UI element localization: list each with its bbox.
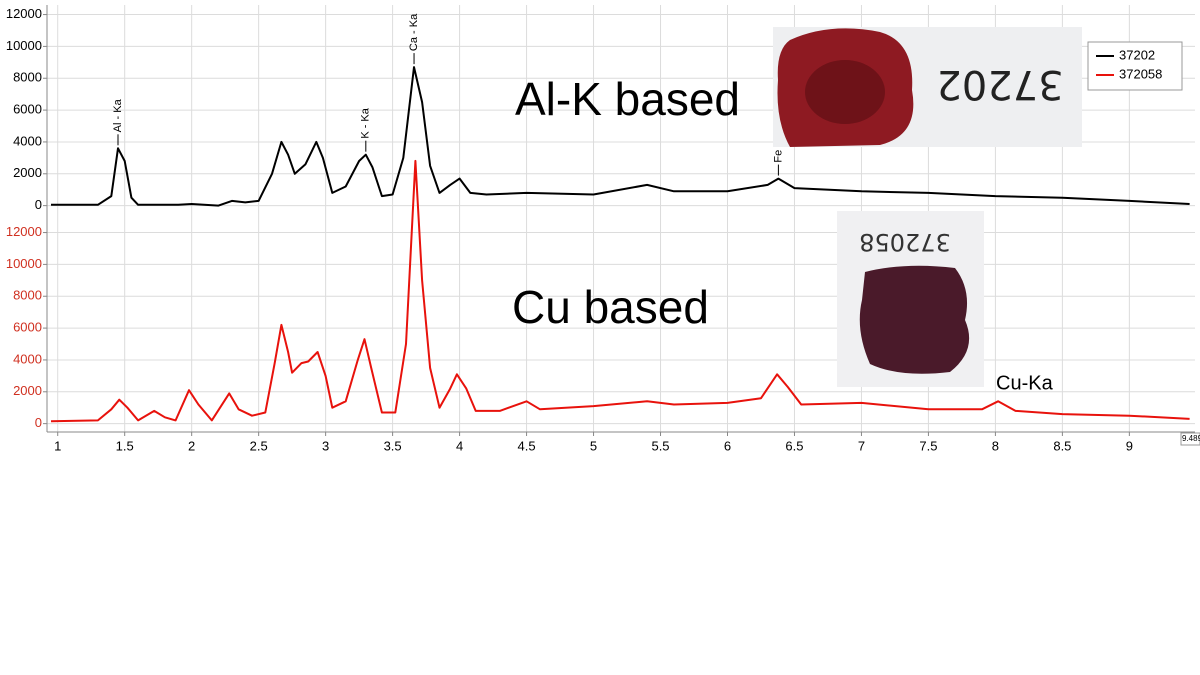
y-tick-label: 2000	[13, 165, 42, 180]
x-tick-label: 8	[992, 438, 999, 453]
y-tick-label: 4000	[13, 351, 42, 366]
readout-box	[1180, 432, 1200, 446]
peak-label: Fe -	[772, 143, 784, 163]
y-tick-label: 6000	[13, 102, 42, 117]
series-line	[50, 159, 1190, 423]
x-tick-label: 5.5	[651, 438, 669, 453]
legend-box	[1087, 41, 1183, 91]
cursor-readout: 9.489	[1180, 432, 1200, 446]
x-tick-label: 4	[456, 438, 463, 453]
peak-label: Ca - Ka	[408, 13, 420, 51]
plot: Al - Ka K - Ka Ca - Ka Fe -	[50, 13, 1190, 423]
x-tick-label: 4.5	[518, 438, 536, 453]
x-tick-label: 8.5	[1053, 438, 1071, 453]
y-tick-label: 12000	[6, 6, 42, 21]
x-tick-label: 9	[1126, 438, 1133, 453]
x-tick-label: 7	[858, 438, 865, 453]
legend-label: 37202	[1119, 47, 1155, 62]
x-tick-label: 2.5	[250, 438, 268, 453]
y-tick-label: 8000	[13, 70, 42, 85]
x-tick-label: 1.5	[116, 438, 134, 453]
photo-bottom: 372058	[837, 211, 984, 387]
y-tick-label: 10000	[6, 256, 42, 271]
sample	[859, 265, 970, 374]
readout-label: 9.489	[1182, 434, 1200, 443]
sample-shade	[805, 60, 885, 124]
x-tick-label: 3	[322, 438, 329, 453]
peak-label: Al - Ka	[112, 98, 124, 132]
series-line	[51, 66, 1190, 207]
y-tick-label: 8000	[13, 288, 42, 303]
x-tick-label: 1	[54, 438, 61, 453]
y-tick-label: 0	[35, 415, 42, 430]
annotation: Cu-Ka	[996, 372, 1054, 394]
x-tick-label: 3.5	[384, 438, 402, 453]
peak-label: K - Ka	[360, 107, 372, 138]
x-tick-label: 6	[724, 438, 731, 453]
photo-label: 37202	[936, 61, 1063, 107]
panel-label: Al-K based	[515, 73, 740, 125]
photo-label: 372058	[859, 228, 951, 256]
legend-label: 372058	[1119, 66, 1162, 81]
legend: 37202 372058	[1087, 41, 1183, 91]
y-tick-label: 6000	[13, 320, 42, 335]
y-tick-label: 10000	[6, 38, 42, 53]
x-tick-label: 5	[590, 438, 597, 453]
y-tick-label: 12000	[6, 224, 42, 239]
x-tick-label: 7.5	[919, 438, 937, 453]
photo-top: 37202	[773, 27, 1082, 147]
y-tick-label: 4000	[13, 133, 42, 148]
y-tick-label: 2000	[13, 383, 42, 398]
y-tick-label: 0	[35, 197, 42, 212]
panel-label: Cu based	[512, 281, 709, 333]
x-tick-label: 6.5	[785, 438, 803, 453]
x-tick-label: 2	[188, 438, 195, 453]
